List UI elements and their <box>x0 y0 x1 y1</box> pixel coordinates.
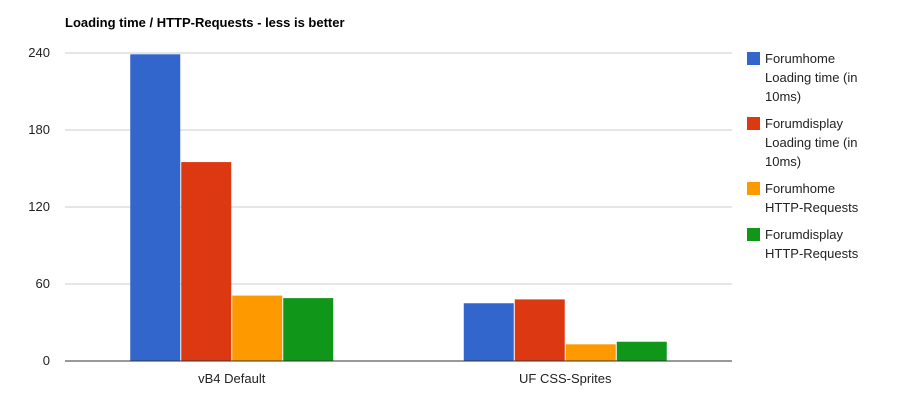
legend-item: Forumhome Loading time (in 10ms) <box>747 51 858 104</box>
x-category-label: UF CSS-Sprites <box>519 371 612 386</box>
y-tick-label: 180 <box>28 122 50 137</box>
legend-swatch <box>747 52 760 65</box>
bar <box>616 341 667 361</box>
bar <box>565 344 616 361</box>
x-category-label: vB4 Default <box>198 371 266 386</box>
y-tick-label: 60 <box>36 276 50 291</box>
legend-label: Forumhome <box>765 51 835 66</box>
legend-swatch <box>747 228 760 241</box>
y-tick-label: 0 <box>43 353 50 368</box>
legend-label: HTTP-Requests <box>765 246 859 261</box>
bar <box>283 298 334 361</box>
legend-label: Loading time (in <box>765 70 858 85</box>
axes: 0 60 120 180 240 vB4 Default UF CSS-Sprites <box>28 45 732 386</box>
legend-label: Forumdisplay <box>765 116 844 131</box>
legend-label: Loading time (in <box>765 135 858 150</box>
bar <box>181 162 232 361</box>
legend-label: Forumdisplay <box>765 227 844 242</box>
y-tick-label: 120 <box>28 199 50 214</box>
legend-swatch <box>747 117 760 130</box>
legend-label: 10ms) <box>765 89 801 104</box>
legend-label: HTTP-Requests <box>765 200 859 215</box>
bar <box>232 295 283 361</box>
bar <box>514 299 565 361</box>
legend-label: Forumhome <box>765 181 835 196</box>
legend-item: Forumdisplay Loading time (in 10ms) <box>747 116 858 169</box>
y-tick-label: 240 <box>28 45 50 60</box>
chart-title: Loading time / HTTP-Requests - less is b… <box>65 15 345 30</box>
bar <box>463 303 514 361</box>
legend-label: 10ms) <box>765 154 801 169</box>
legend-swatch <box>747 182 760 195</box>
legend-item: Forumdisplay HTTP-Requests <box>747 227 859 261</box>
bars <box>130 54 667 362</box>
legend-item: Forumhome HTTP-Requests <box>747 181 859 215</box>
bar <box>130 54 181 362</box>
